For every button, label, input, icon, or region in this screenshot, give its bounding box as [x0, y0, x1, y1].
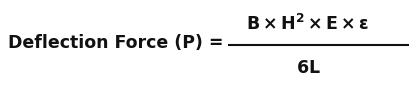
Text: $\mathbf{6L}$: $\mathbf{6L}$ [296, 59, 320, 77]
Text: Deflection Force (P) =: Deflection Force (P) = [8, 35, 224, 52]
Text: $\mathbf{B \times H^2 \times E \times \varepsilon}$: $\mathbf{B \times H^2 \times E \times \v… [246, 13, 370, 34]
